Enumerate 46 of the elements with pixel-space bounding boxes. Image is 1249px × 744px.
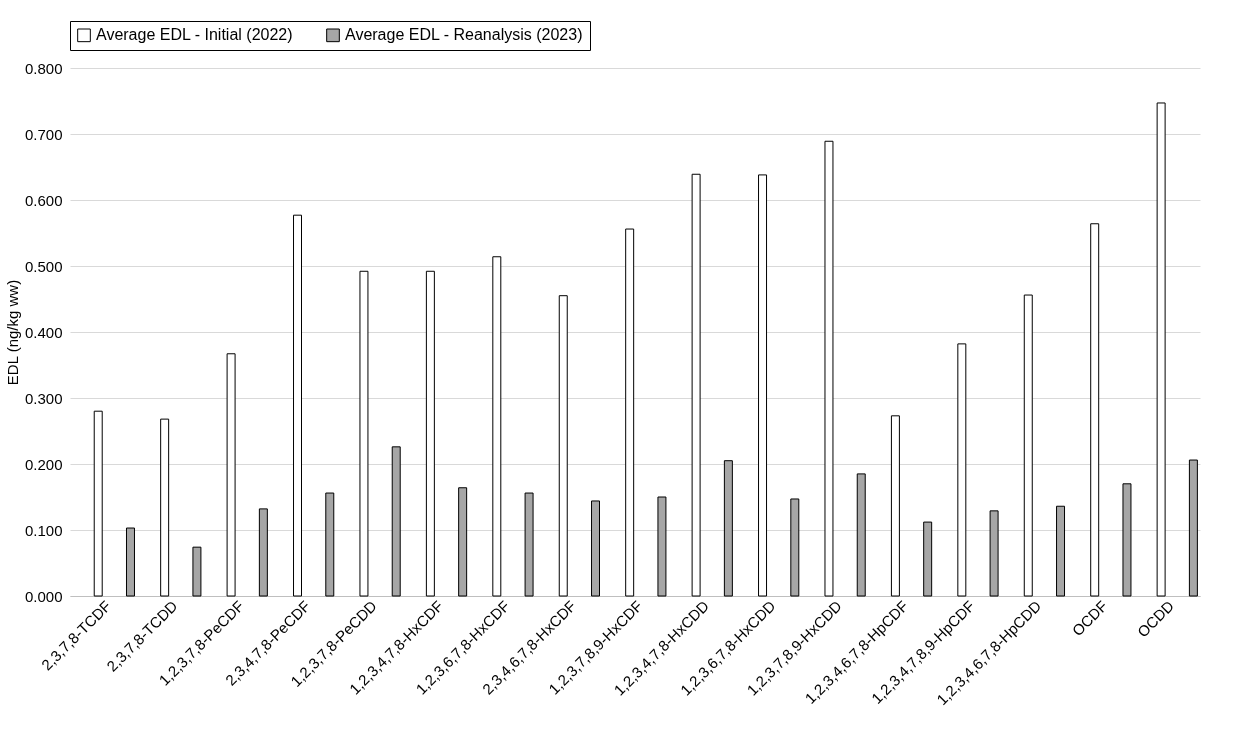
bar [957, 343, 967, 597]
bar [1023, 294, 1033, 597]
y-tick-label: 0.000 [24, 587, 63, 605]
bar [293, 214, 303, 597]
y-tick-label: 0.400 [24, 323, 63, 341]
bar [258, 508, 268, 597]
bar [723, 460, 733, 597]
y-tick-label: 0.100 [24, 521, 63, 539]
bar [691, 173, 701, 597]
bar [93, 410, 103, 597]
bar [657, 496, 667, 597]
bar [625, 228, 635, 597]
bar [1090, 223, 1100, 597]
bar [458, 487, 468, 597]
bar [1056, 505, 1066, 597]
bar [591, 500, 600, 597]
bar [923, 521, 933, 597]
y-tick-label: 0.600 [24, 191, 63, 209]
legend-label: Average EDL - Reanalysis (2023) [345, 26, 583, 44]
bar [1188, 459, 1198, 597]
bar [1156, 102, 1166, 597]
legend-label: Average EDL - Initial (2022) [96, 26, 293, 44]
bar [890, 415, 900, 597]
bar [989, 510, 999, 597]
bar [425, 270, 435, 597]
bar [524, 492, 534, 597]
bar [126, 527, 135, 597]
bar [492, 256, 502, 597]
y-tick-label: 0.300 [24, 389, 63, 407]
bar [325, 492, 335, 597]
bar [790, 498, 800, 597]
bar [359, 270, 369, 597]
y-tick-label: 0.500 [24, 257, 63, 275]
bar [160, 418, 170, 597]
bar [558, 295, 568, 597]
y-tick-label: 0.200 [24, 455, 63, 473]
bar [1122, 483, 1132, 597]
bar [856, 473, 866, 597]
bar [192, 546, 202, 597]
bar [758, 174, 768, 597]
y-axis-title: EDL (ng/kg ww) [3, 279, 21, 386]
bar [391, 446, 401, 597]
y-tick-label: 0.800 [24, 59, 63, 77]
bar [824, 140, 834, 597]
bar [226, 353, 236, 597]
y-tick-label: 0.700 [24, 125, 63, 143]
